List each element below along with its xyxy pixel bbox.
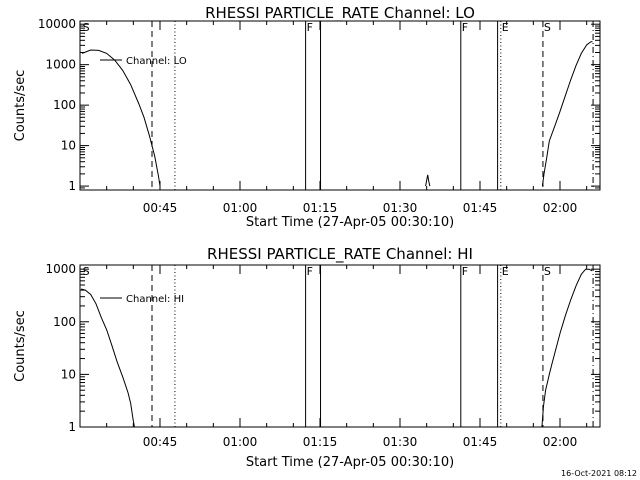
x-tick-label: 02:00: [543, 435, 578, 449]
chart-title: RHESSI PARTICLE_RATE Channel: LO: [205, 4, 475, 23]
data-line: [541, 268, 593, 428]
x-tick-label: 02:00: [543, 201, 578, 215]
y-tick-label: 1: [68, 179, 76, 193]
y-tick-label: 10: [61, 139, 76, 153]
data-line: [425, 174, 431, 187]
panel-1: RHESSI PARTICLE_RATE Channel: LO Counts/s…: [13, 4, 601, 230]
event-marker-label: F: [307, 21, 313, 34]
legend-label: Channel: HI: [126, 294, 184, 305]
event-marker-label: S: [544, 21, 551, 34]
y-tick-label: 1000: [45, 58, 76, 72]
plot-frame: [79, 264, 601, 428]
event-marker-label: S: [83, 21, 90, 34]
event-marker-label: E: [502, 21, 509, 34]
x-tick-label: 00:45: [143, 201, 178, 215]
x-axis-label: Start Time (27-Apr-05 00:30:10): [246, 455, 454, 470]
panel-2: RHESSI PARTICLE_RATE Channel: HI Counts/s…: [13, 245, 601, 470]
x-tick-label: 01:45: [463, 201, 498, 215]
data-line: [81, 49, 161, 187]
legend-label: Channel: LO: [126, 56, 187, 67]
data-line: [541, 41, 593, 187]
x-tick-label: 01:45: [463, 435, 498, 449]
x-tick-label: 01:30: [383, 435, 418, 449]
x-tick-label: 00:45: [143, 435, 178, 449]
x-tick-label: 01:15: [303, 201, 338, 215]
y-tick-label: 1000: [45, 262, 76, 276]
event-marker-label: S: [83, 265, 90, 278]
event-marker-label: E: [502, 265, 509, 278]
event-marker-label: S: [544, 265, 551, 278]
y-tick-label: 100: [53, 98, 76, 112]
x-tick-label: 01:00: [223, 201, 258, 215]
event-marker-label: F: [462, 21, 468, 34]
y-tick-label: 10: [61, 367, 76, 381]
chart-title: RHESSI PARTICLE_RATE Channel: HI: [207, 245, 473, 264]
y-tick-label: 10000: [38, 17, 76, 31]
x-tick-label: 01:00: [223, 435, 258, 449]
y-tick-label: 100: [53, 315, 76, 329]
event-marker-label: F: [462, 265, 468, 278]
y-axis-label: Counts/sec: [13, 310, 28, 382]
x-tick-label: 01:15: [303, 435, 338, 449]
x-axis-label: Start Time (27-Apr-05 00:30:10): [246, 215, 454, 230]
x-tick-label: 01:30: [383, 201, 418, 215]
data-line: [80, 288, 135, 428]
y-tick-label: 1: [68, 420, 76, 434]
timestamp-label: 16-Oct-2021 08:12: [561, 469, 637, 478]
y-axis-label: Counts/sec: [13, 70, 28, 142]
event-marker-label: F: [307, 265, 313, 278]
